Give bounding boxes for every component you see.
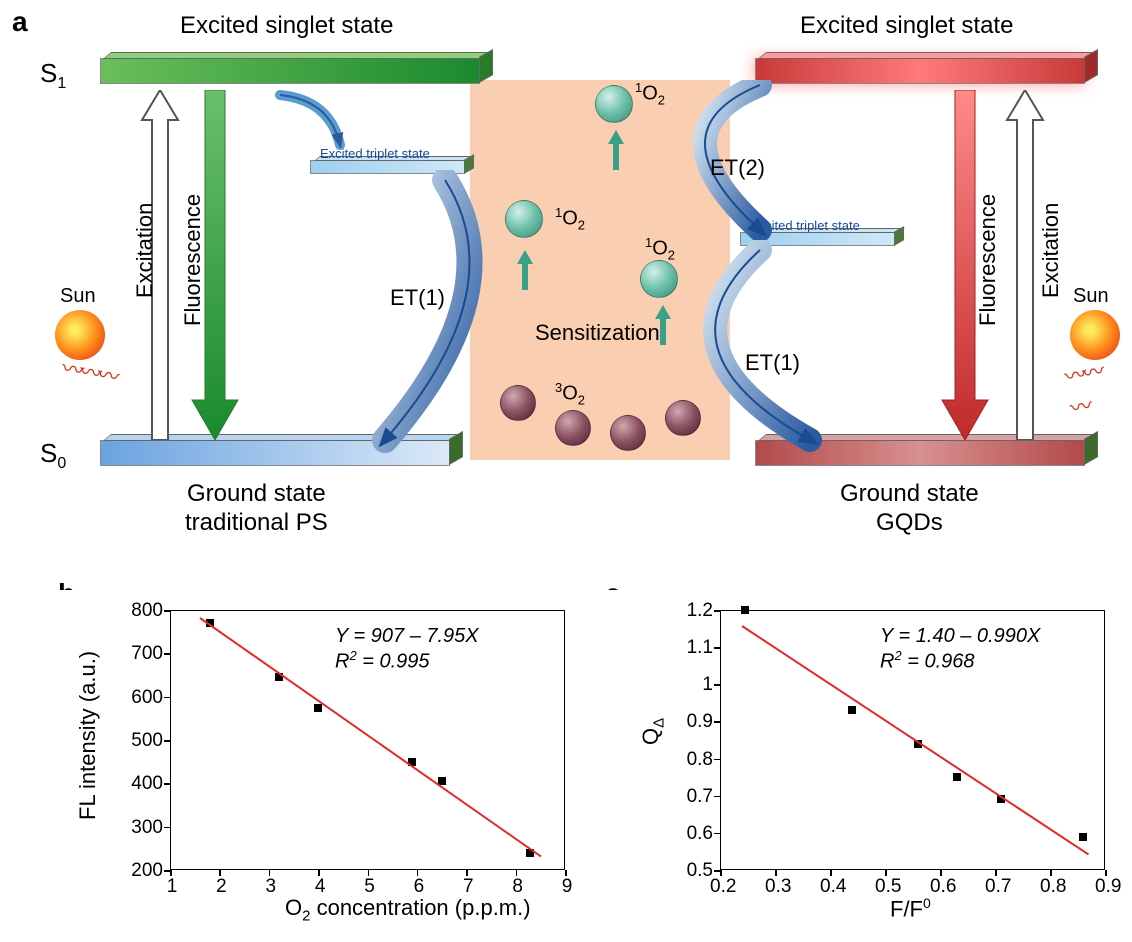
ytick-label: 200 xyxy=(115,860,163,882)
singlet-o2-sphere xyxy=(640,260,678,298)
et1-label-left: ET(1) xyxy=(390,285,445,311)
triplet-o2-sphere xyxy=(610,415,646,451)
ytick-label: 700 xyxy=(115,643,163,665)
ytick xyxy=(714,721,720,723)
data-point xyxy=(314,704,322,712)
excitation-label-left: Excitation xyxy=(132,190,158,310)
s1-to-triplet-arrow-left xyxy=(270,90,360,160)
s1-bar-right xyxy=(755,58,1085,84)
ytick xyxy=(714,684,720,686)
sun-label-left: Sun xyxy=(60,285,96,308)
xtick-label: 0.8 xyxy=(1040,876,1064,898)
xlabel-b: O2 concentration (p.p.m.) xyxy=(285,895,531,924)
triplet-o2-sphere xyxy=(500,385,536,421)
title-singlet-left: Excited singlet state xyxy=(180,12,393,40)
ytick xyxy=(714,759,720,761)
equation-b: Y = 907 – 7.95X R2 = 0.995 xyxy=(335,625,479,674)
xtick-label: 9 xyxy=(555,876,579,898)
o2-up-arrow xyxy=(608,130,624,170)
triplet-o2-sphere xyxy=(665,400,701,436)
ytick-label: 800 xyxy=(115,600,163,622)
ytick xyxy=(164,827,170,829)
singlet-o2-label: 1O2 xyxy=(555,205,585,233)
singlet-o2-sphere xyxy=(505,200,543,238)
ytick-label: 1 xyxy=(665,674,713,696)
chart-b: O2 concentration (p.p.m.) FL intensity (… xyxy=(55,590,575,920)
xtick-label: 0.6 xyxy=(930,876,954,898)
ytick xyxy=(164,783,170,785)
ytick xyxy=(714,796,720,798)
ytick-label: 0.5 xyxy=(665,860,713,882)
ytick xyxy=(164,697,170,699)
panel-a-diagram: Excited singlet state Excited singlet st… xyxy=(10,10,1120,550)
xtick-label: 0.3 xyxy=(765,876,789,898)
singlet-o2-sphere xyxy=(595,85,633,123)
ytick xyxy=(714,833,720,835)
et1-arrow-left xyxy=(355,170,525,460)
ytick-label: 500 xyxy=(115,730,163,752)
ytick xyxy=(164,610,170,612)
fluorescence-label-right: Fluorescence xyxy=(975,180,1001,340)
chart-c: F/F0 QΔ Y = 1.40 – 0.990X R2 = 0.968 0.2… xyxy=(600,590,1120,920)
ytick-label: 1.1 xyxy=(665,637,713,659)
xtick-label: 0.2 xyxy=(710,876,734,898)
xtick-label: 4 xyxy=(308,876,332,898)
data-point xyxy=(848,706,856,714)
ytick xyxy=(714,870,720,872)
triplet-o2-sphere xyxy=(555,410,591,446)
et1-label-right: ET(1) xyxy=(745,350,800,376)
o2-up-arrow xyxy=(655,305,671,345)
ytick xyxy=(714,647,720,649)
o2-up-arrow xyxy=(517,250,533,290)
ytick xyxy=(164,653,170,655)
ytick-label: 1.2 xyxy=(665,600,713,622)
xtick-label: 6 xyxy=(407,876,431,898)
singlet-o2-label: 1O2 xyxy=(645,235,675,263)
s1-bar-left xyxy=(100,58,480,84)
ground-left-caption: Ground state traditional PS xyxy=(185,480,328,538)
ground-right-caption: Ground state GQDs xyxy=(840,480,979,538)
xlabel-c: F/F0 xyxy=(890,895,931,922)
data-point xyxy=(741,606,749,614)
ytick-label: 300 xyxy=(115,817,163,839)
xtick-label: 7 xyxy=(456,876,480,898)
sun-rays-left: 〰〰〰 xyxy=(60,351,119,392)
xtick-label: 0.9 xyxy=(1095,876,1119,898)
ytick-label: 0.6 xyxy=(665,823,713,845)
ytick-label: 600 xyxy=(115,687,163,709)
s1-label: S1 xyxy=(40,58,66,93)
ytick xyxy=(164,870,170,872)
xtick-label: 2 xyxy=(209,876,233,898)
ytick xyxy=(714,610,720,612)
xtick-label: 0.4 xyxy=(820,876,844,898)
xtick-label: 0.5 xyxy=(875,876,899,898)
data-point xyxy=(953,773,961,781)
xtick-label: 1 xyxy=(160,876,184,898)
triplet-o2-label: 3O2 xyxy=(555,380,585,408)
fluorescence-label-left: Fluorescence xyxy=(180,180,206,340)
sensitization-label: Sensitization xyxy=(535,320,660,346)
title-singlet-right: Excited singlet state xyxy=(800,12,1013,40)
ytick-label: 0.7 xyxy=(665,786,713,808)
ylabel-b: FL intensity (a.u.) xyxy=(75,651,101,820)
sun-rays-right: 〰〰〰 xyxy=(1062,351,1125,423)
ylabel-c: QΔ xyxy=(638,718,667,745)
ytick-label: 0.9 xyxy=(665,711,713,733)
xtick-label: 3 xyxy=(259,876,283,898)
ytick-label: 0.8 xyxy=(665,749,713,771)
equation-c: Y = 1.40 – 0.990X R2 = 0.968 xyxy=(880,625,1040,674)
et2-label-right: ET(2) xyxy=(710,155,765,181)
xtick-label: 8 xyxy=(506,876,530,898)
sun-label-right: Sun xyxy=(1073,285,1109,308)
xtick-label: 0.7 xyxy=(985,876,1009,898)
ytick xyxy=(164,740,170,742)
data-point xyxy=(1079,833,1087,841)
singlet-o2-label: 1O2 xyxy=(635,80,665,108)
s0-label: S0 xyxy=(40,438,66,473)
excitation-label-right: Excitation xyxy=(1038,190,1064,310)
ytick-label: 400 xyxy=(115,773,163,795)
xtick-label: 5 xyxy=(358,876,382,898)
